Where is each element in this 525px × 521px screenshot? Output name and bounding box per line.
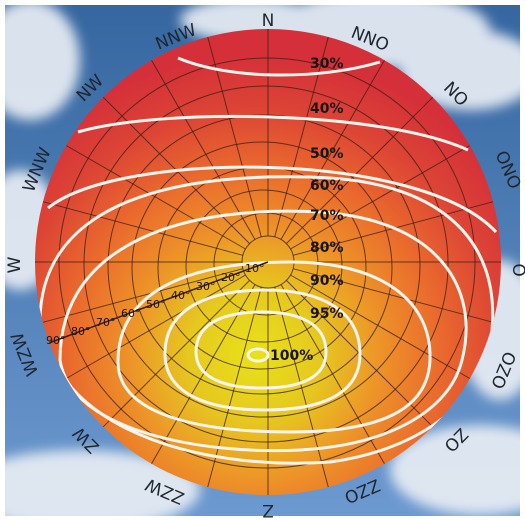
label-95: 95%	[310, 306, 344, 322]
efficiency-labels: 30% 40% 50% 60% 70% 80% 90% 95% 100%	[270, 56, 344, 364]
label-30: 30%	[310, 56, 344, 72]
tilt-angle-labels: 10° 20° 30° 40° 50° 60° 70° 80° 90°	[46, 262, 265, 347]
azimuth-spoke	[280, 59, 385, 240]
azimuth-spoke	[290, 145, 471, 250]
tilt-60: 60°	[121, 307, 141, 320]
tilt-80: 80°	[71, 325, 91, 338]
tilt-scale-line	[37, 261, 269, 348]
label-60: 60%	[310, 178, 344, 194]
tilt-70: 70°	[96, 316, 116, 329]
azimuth-spoke	[42, 268, 244, 323]
compass-z: Z	[262, 500, 274, 520]
compass-o: O	[508, 263, 525, 276]
label-100: 100%	[270, 348, 313, 364]
tilt-40: 40°	[171, 289, 191, 302]
azimuth-spoke	[274, 36, 329, 238]
tilt-grid	[58, 57, 476, 469]
azimuth-spoke	[151, 59, 256, 240]
tilt-50: 50°	[146, 298, 166, 311]
compass-w: W	[5, 256, 25, 273]
azimuth-spoke	[280, 284, 385, 465]
label-40: 40%	[310, 101, 344, 117]
tilt-20: 20°	[221, 271, 241, 284]
azimuth-spoke	[42, 201, 244, 256]
azimuth-spoke	[274, 286, 329, 488]
azimuth-spoke	[65, 274, 246, 379]
compass-n: N	[262, 11, 275, 31]
label-90: 90%	[310, 273, 344, 289]
label-80: 80%	[310, 240, 344, 256]
azimuth-grid	[35, 29, 501, 495]
label-50: 50%	[310, 146, 344, 162]
azimuth-spoke	[292, 268, 494, 323]
azimuth-spoke	[286, 96, 434, 244]
azimuth-spoke	[290, 274, 471, 379]
azimuth-spoke	[65, 145, 246, 250]
azimuth-spoke	[102, 280, 250, 428]
tilt-30: 30°	[196, 280, 216, 293]
tilt-10: 10°	[245, 262, 265, 275]
tilt-90: 90°	[46, 334, 66, 347]
label-70: 70%	[310, 208, 344, 224]
